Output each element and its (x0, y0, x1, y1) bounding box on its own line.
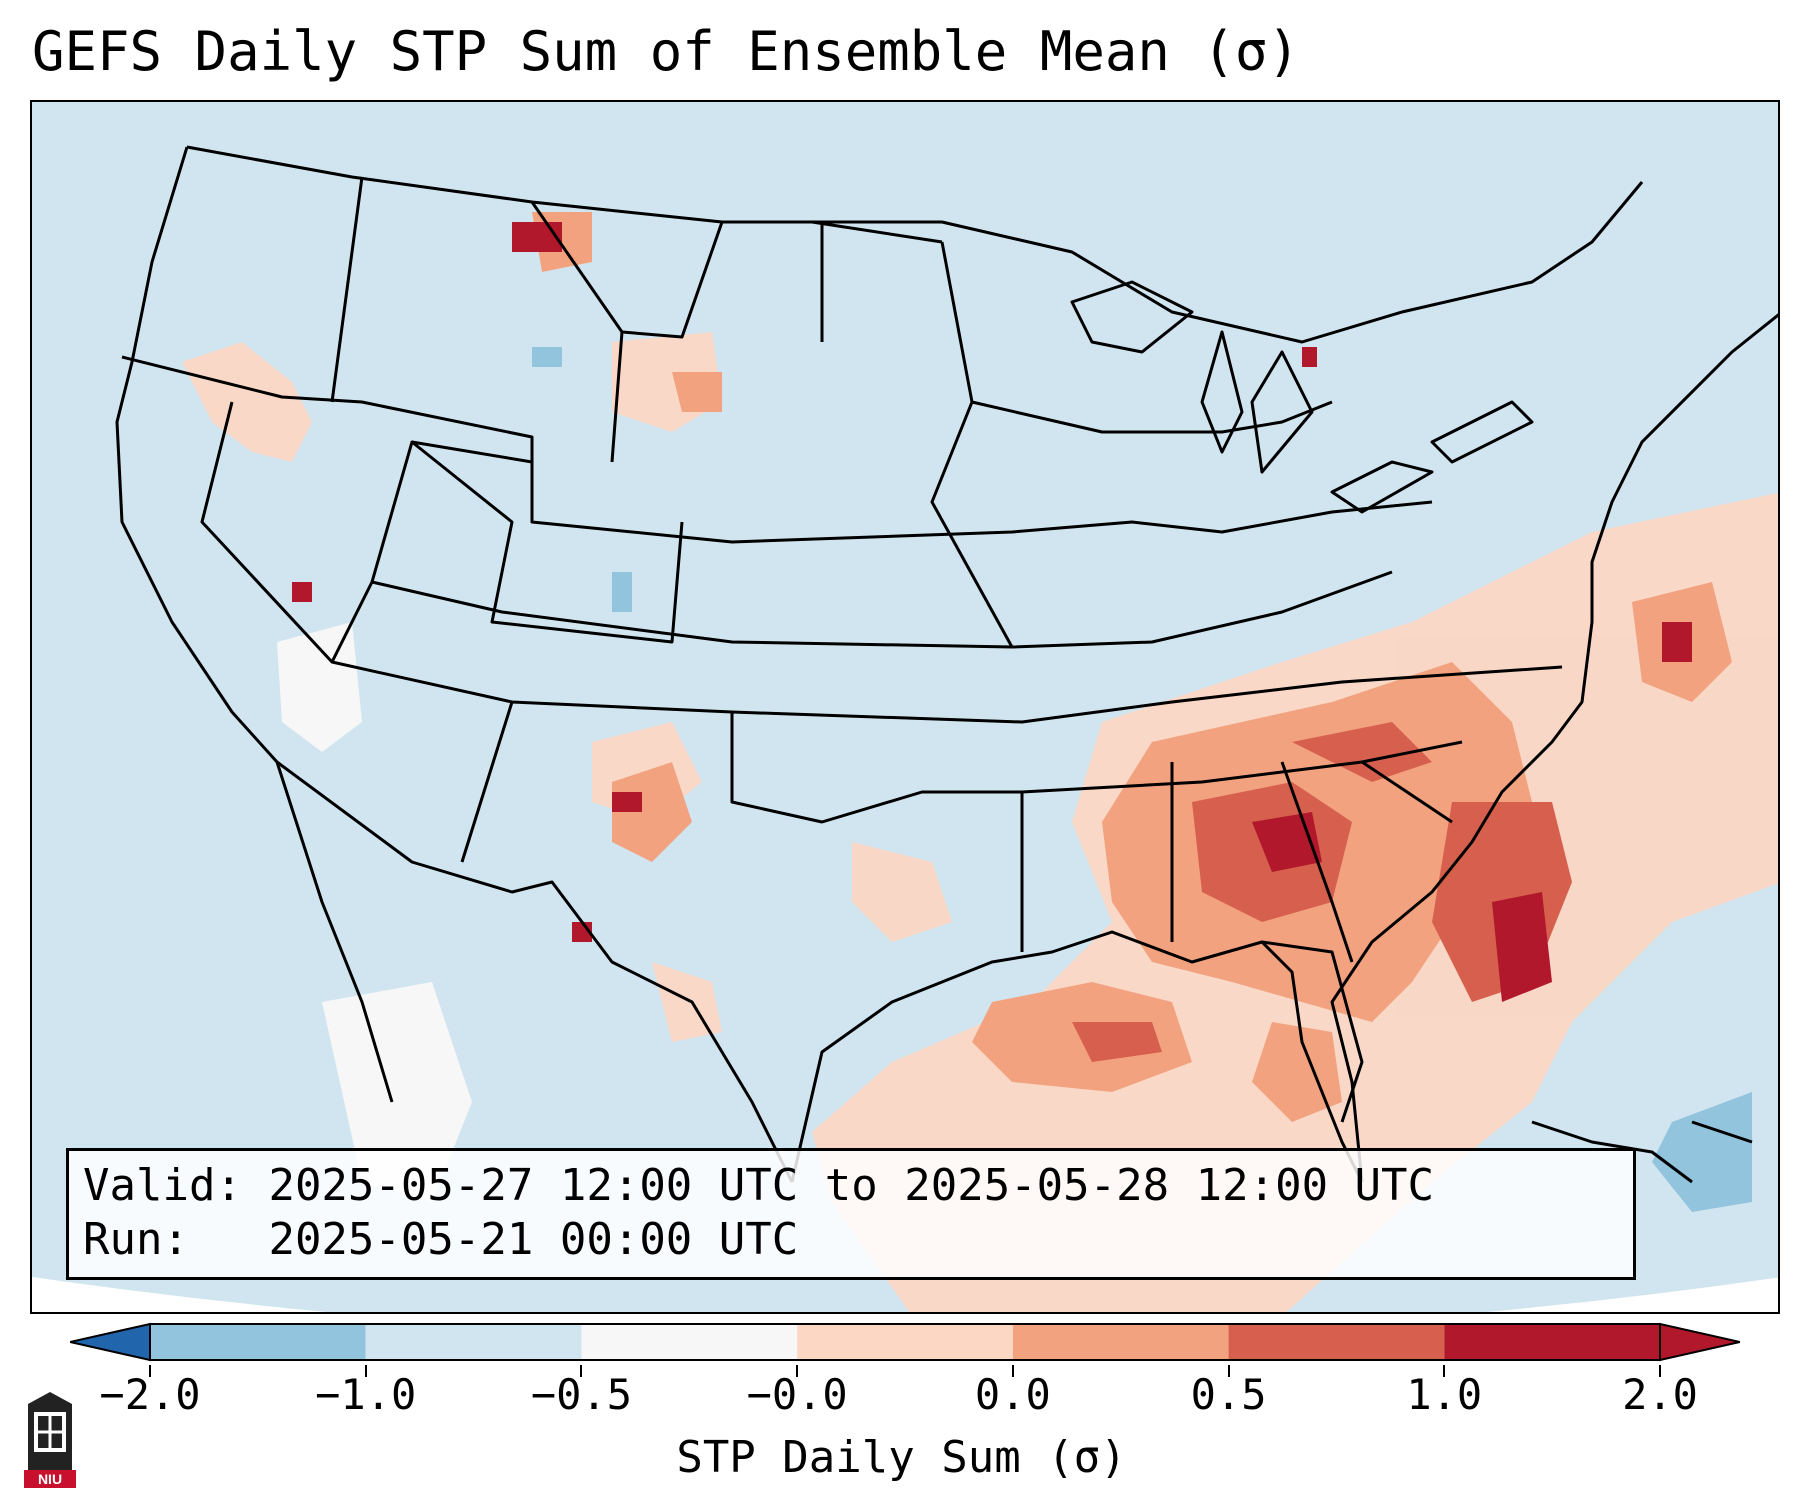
state-lines-south (331, 660, 1563, 863)
us-canada-border (186, 145, 1644, 344)
validity-info-box: Valid: 2025-05-27 12:00 UTC to 2025-05-2… (66, 1148, 1636, 1280)
state-lines-southeast (1020, 760, 1453, 963)
colorbar-tick-label: −0.5 (530, 1370, 632, 1419)
niu-logo: NIU (22, 1392, 78, 1488)
colorbar-over-arrow (1659, 1322, 1741, 1362)
colorbar-tick (580, 1365, 583, 1377)
colorbar (69, 1319, 1741, 1365)
colorbar-bin (1012, 1324, 1229, 1360)
florida (1261, 940, 1364, 1123)
boundary-lines (115, 145, 1778, 1184)
us-mexico-border (276, 760, 794, 1183)
colorbar-under-arrow (69, 1322, 151, 1362)
colorbar-bin (797, 1324, 1013, 1360)
colorbar-tick (1443, 1365, 1446, 1377)
stp-field-extreme (292, 222, 1692, 1002)
colorbar-bin (1228, 1324, 1445, 1360)
east-coast (1330, 313, 1778, 1183)
colorbar-tick-label: −0.0 (746, 1370, 848, 1419)
colorbar-tick-label: 1.0 (1406, 1370, 1483, 1419)
state-lines-west (121, 355, 1433, 544)
stp-field-near-zero (277, 622, 472, 1202)
map-panel[interactable] (30, 100, 1780, 1314)
valid-time-range: 2025-05-27 12:00 UTC to 2025-05-28 12:00… (268, 1160, 1435, 1211)
stp-map[interactable] (32, 102, 1780, 1314)
colorbar-tick (1227, 1365, 1230, 1377)
colorbar-bin (150, 1324, 366, 1360)
colorbar-tick-label: −2.0 (99, 1370, 201, 1419)
stp-field-negative (532, 347, 1752, 1212)
colorbar-tick-label: 2.0 (1622, 1370, 1698, 1419)
colorbar-bin (365, 1324, 582, 1360)
colorbar-bin (581, 1324, 798, 1360)
colorbar-tick-label: 0.0 (974, 1370, 1051, 1419)
colorbar-tick (1011, 1365, 1014, 1377)
gulf-coast (790, 930, 1364, 1183)
svg-text:NIU: NIU (38, 1471, 62, 1487)
colorbar-tick (149, 1365, 151, 1377)
west-coast (115, 146, 394, 1103)
colorbar-bin (1444, 1324, 1660, 1360)
islands-caribbean (1531, 1120, 1753, 1184)
run-label: Run: (83, 1214, 189, 1265)
colorbar-tick (1659, 1365, 1661, 1377)
map-title: GEFS Daily STP Sum of Ensemble Mean (σ) (32, 20, 1300, 83)
colorbar-tick (796, 1365, 799, 1377)
colorbar-tick (364, 1365, 367, 1377)
great-lakes (1070, 280, 1534, 514)
run-time: 2025-05-21 00:00 UTC (268, 1214, 799, 1265)
colorbar-tick-label: 0.5 (1190, 1370, 1267, 1419)
colorbar-tick-label: −1.0 (315, 1370, 417, 1419)
state-lines-north (330, 176, 1333, 648)
colorbar-label: STP Daily Sum (σ) (676, 1432, 1127, 1483)
valid-label: Valid: (83, 1160, 242, 1211)
